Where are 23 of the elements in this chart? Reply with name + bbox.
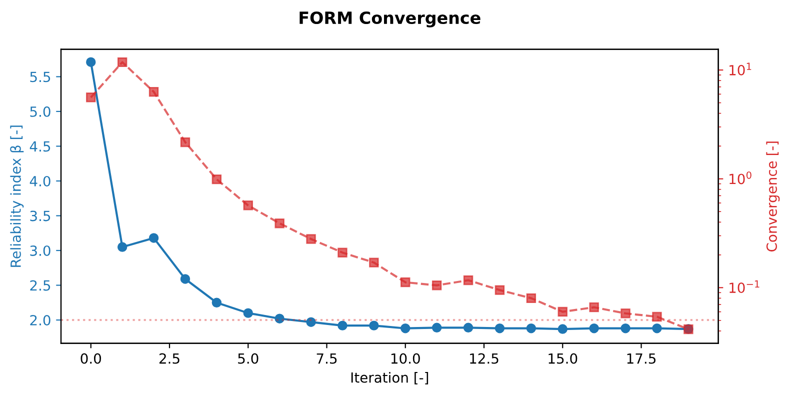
- chart-title: FORM Convergence: [300, 11, 480, 28]
- x-axis-title: Iteration [-]: [351, 372, 428, 384]
- y-tick-label: 5.0: [30, 106, 50, 117]
- y-tick-label: 3.0: [30, 245, 50, 256]
- x-tick-label: 17.5: [627, 353, 656, 364]
- y2-tick-label: 10$^{−1}$: [730, 280, 760, 294]
- y-axis-title: Reliability index β [-]: [10, 126, 24, 267]
- x-tick-label: 7.5: [316, 353, 337, 364]
- y2-tick-label: 10$^{1}$: [730, 62, 752, 76]
- y2-tick-label: 10$^{0}$: [730, 171, 752, 184]
- x-tick-label: 10.0: [391, 353, 420, 364]
- x-tick-label: 15.0: [548, 353, 578, 364]
- y-tick-label: 4.0: [30, 176, 50, 186]
- x-tick-label: 2.5: [159, 353, 180, 364]
- y-tick-label: 2.5: [30, 280, 50, 291]
- y-tick-label: 4.5: [30, 141, 50, 152]
- y-tick-label: 2.0: [30, 314, 50, 326]
- x-tick-label: 5.0: [238, 353, 258, 364]
- y-tick-label: 5.5: [30, 72, 50, 82]
- y2-axis-title: Convergence [-]: [766, 142, 780, 252]
- x-tick-label: 12.5: [470, 353, 498, 364]
- x-tick-label: 0.0: [80, 353, 101, 364]
- y-tick-label: 3.5: [30, 210, 50, 222]
